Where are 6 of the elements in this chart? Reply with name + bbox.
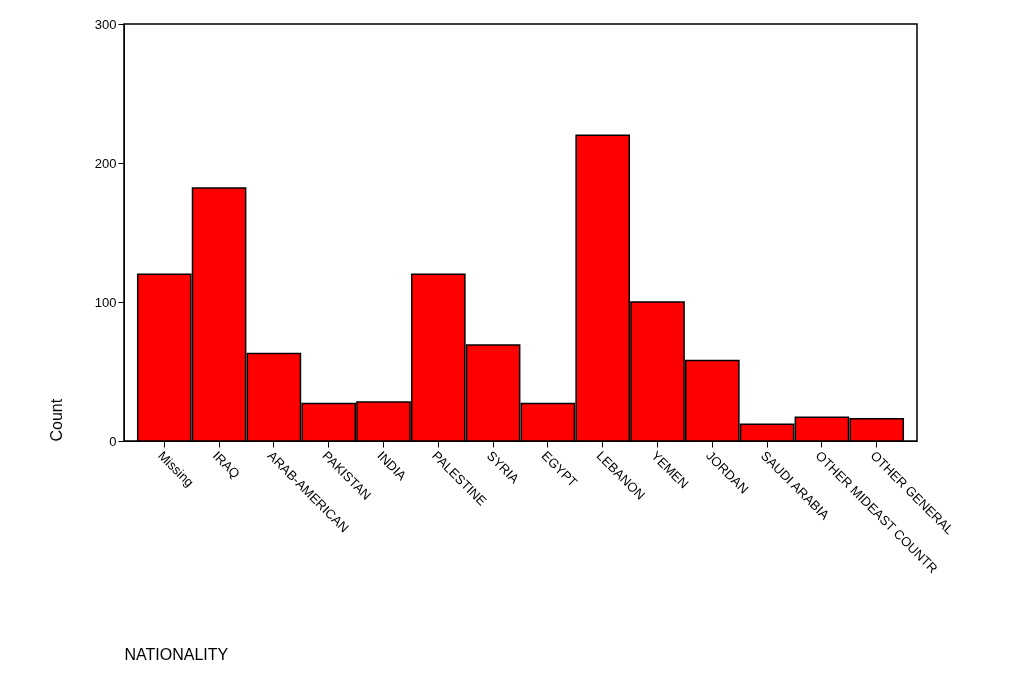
y-tick-label: 200 xyxy=(94,155,117,171)
y-tick-label: 0 xyxy=(109,433,117,449)
y-tick-label: 300 xyxy=(94,16,117,32)
y-axis-title: Count xyxy=(47,398,65,442)
y-tick-label: 100 xyxy=(94,294,117,310)
x-axis-title: NATIONALITY xyxy=(124,645,229,663)
